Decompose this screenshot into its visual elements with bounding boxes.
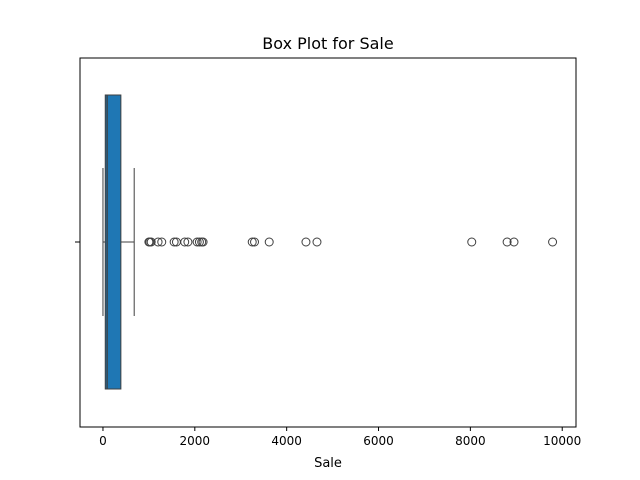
interquartile-box: [104, 94, 122, 390]
outlier-point: [192, 237, 202, 247]
outlier-point: [198, 237, 208, 247]
outlier-point: [183, 237, 193, 247]
x-tick-label: 0: [99, 434, 107, 448]
outlier-point: [264, 237, 274, 247]
outlier-point: [153, 237, 163, 247]
outlier-point: [157, 237, 167, 247]
outlier-point: [194, 237, 204, 247]
outlier-point: [509, 237, 519, 247]
x-tick-label: 8000: [455, 434, 486, 448]
outlier-point: [548, 237, 558, 247]
x-axis-label: Sale: [314, 456, 342, 471]
outlier-point: [169, 237, 179, 247]
outlier-point: [502, 237, 512, 247]
chart-title: Box Plot for Sale: [262, 34, 393, 53]
x-tick-label: 6000: [363, 434, 394, 448]
x-tick-label: 10000: [543, 434, 581, 448]
outlier-point: [312, 237, 322, 247]
outlier-point: [250, 237, 260, 247]
outlier-point: [467, 237, 477, 247]
outlier-point: [247, 237, 257, 247]
x-tick-label: 4000: [271, 434, 302, 448]
outlier-point: [180, 237, 190, 247]
outlier-point: [146, 237, 156, 247]
x-tick-label: 2000: [180, 434, 211, 448]
outlier-point: [301, 237, 311, 247]
